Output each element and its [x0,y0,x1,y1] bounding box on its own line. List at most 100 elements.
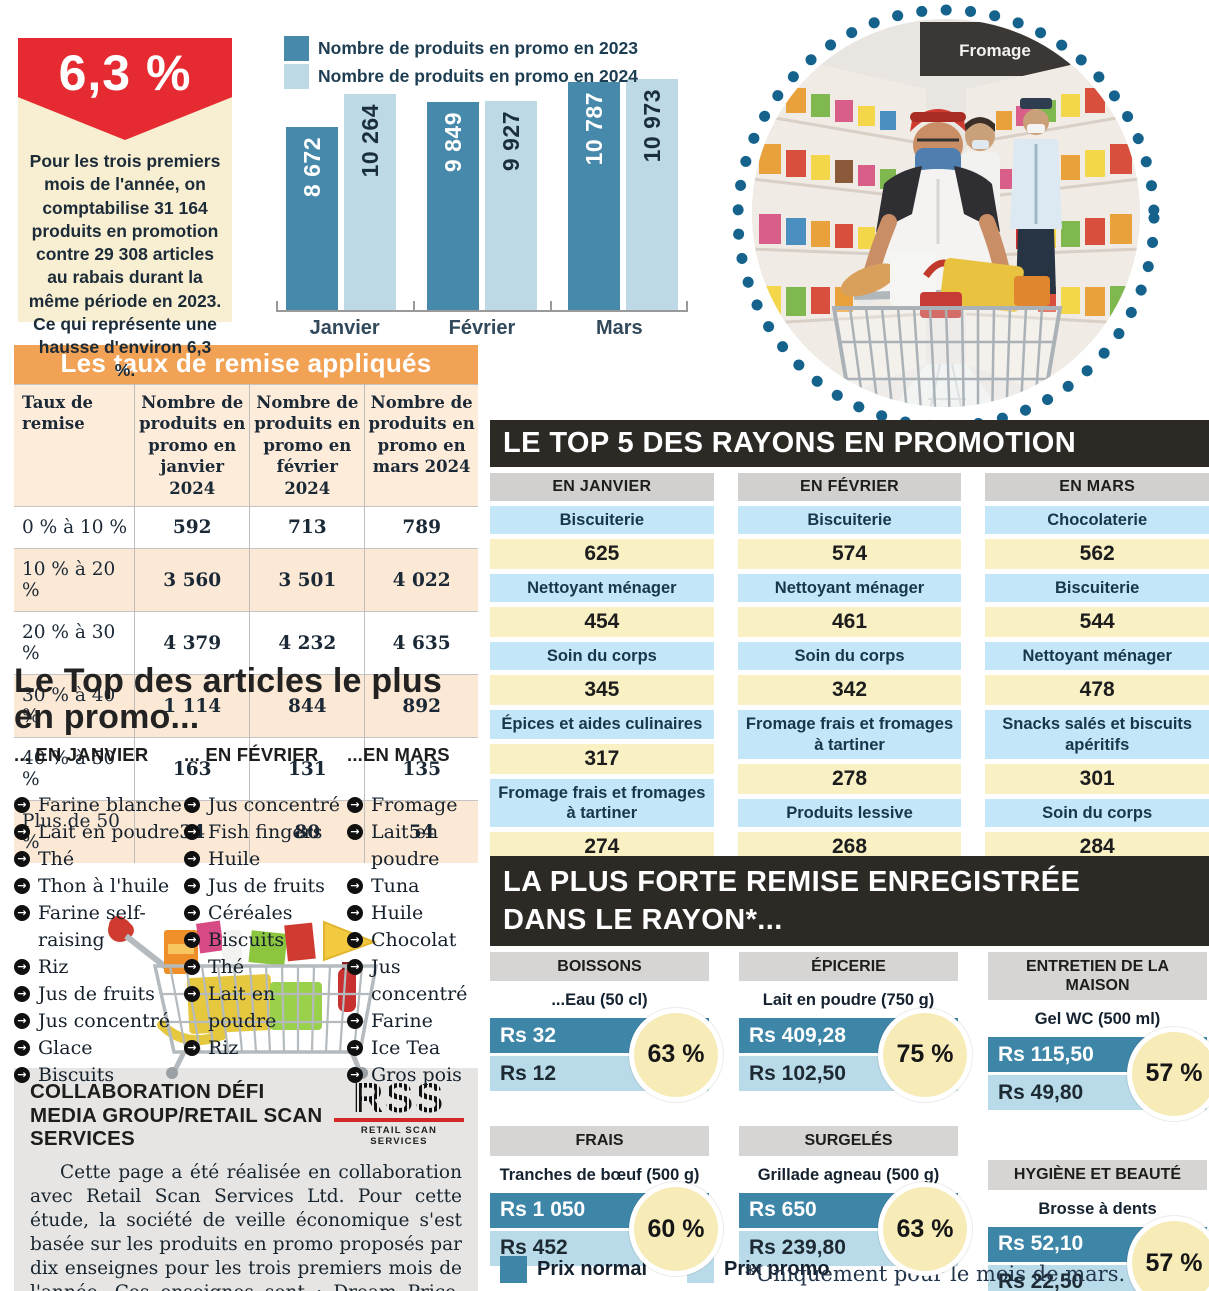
logo-caption: RETAIL SCAN SERVICES [360,1124,438,1147]
card-category: BOISSONS [490,952,709,982]
card-product: Brosse à dents [1038,1199,1157,1218]
top5-section-title: LE TOP 5 DES RAYONS EN PROMOTION [490,420,1209,467]
arrow-bullet-icon: → [14,850,30,867]
dotted-ring [732,4,1160,432]
arrow-bullet-icon: → [14,823,30,840]
item-label: Jus de fruits [38,982,155,1005]
cell: 131 [249,737,365,801]
item-label: Jus concentré [371,955,468,1005]
list-item: → Jus concentré [184,792,347,819]
bar-group-mars: 10 787 10 973 [568,79,678,310]
photo-sign-text: Fromage [959,41,1031,60]
arrow-bullet-icon: → [14,904,30,921]
discount-circle-badge: 75 % [878,1007,972,1102]
rayon-value: 345 [490,675,714,706]
list-item: → Glace [14,1035,184,1062]
bar-value-label: 10 973 [638,89,665,163]
item-label: Chocolat [371,928,457,951]
card-product: Gel WC (500 ml) [1034,1010,1161,1029]
list-item: → Huile [184,846,347,873]
list-item: → Thé [14,846,184,873]
card-category: SURGELÉS [739,1126,958,1156]
list-item: → Riz [14,954,184,981]
chart-plot-area: 8 672 10 264 9 849 9 927 10 787 10 973 [276,79,688,312]
arrow-bullet-icon: → [184,877,200,894]
rayon-label: Soin du corps [737,642,962,671]
bar-value-label: 10 264 [356,104,383,178]
top-articles-title: Le Top des articles le plus en promo... [14,663,442,736]
shopping-cart-illustration [100,910,410,1085]
table-row: 20 % à 30 % 4 379 4 232 4 635 [14,611,478,675]
item-label: Gros pois [371,1063,462,1086]
cell: 4 232 [249,611,365,675]
item-label: Farine [371,1009,433,1032]
title-line: LA PLUS FORTE REMISE ENREGISTRÉE [503,866,1081,898]
item-label: Farine blanche [38,794,182,816]
highlight-badge: 6,3 % Pour les trois premiers mois de l'… [18,38,232,380]
item-label: Biscuits [208,928,285,951]
arrow-bullet-icon: → [184,1039,200,1056]
arrow-bullet-icon: → [347,904,363,921]
price-legend: Prix normal Prix promo [500,1256,830,1283]
item-label: Thon à l'huile [38,874,170,897]
list-item: → Riz [184,1035,347,1062]
arrow-bullet-icon: → [347,1012,363,1029]
list-header: ...EN MARS [347,744,450,765]
card-category: HYGIÈNE ET BEAUTÉ [988,1160,1207,1190]
arrow-bullet-icon: → [184,797,200,813]
top5-column-fevrier: EN FÉVRIER Biscuiterie 574 Nettoyant mén… [737,473,962,862]
cell: 1 114 [134,674,250,738]
rayon-value: 625 [490,539,714,570]
table-row: 40 % à 50 % 163 131 135 [14,737,478,801]
item-label: Fish fingers [208,820,323,843]
chart-legend: Nombre de produits en promo en 2023 Nomb… [284,36,638,89]
rss-barcode-logo-icon: RSS [334,1077,464,1119]
list-item: → Gros pois [347,1062,488,1089]
cell: 4 022 [364,548,478,612]
title-line: en promo... [14,697,200,736]
collaboration-box: COLLABORATION DÉFI MEDIA GROUP/RETAIL SC… [14,1068,478,1291]
card-product: Tranches de bœuf (500 g) [499,1165,700,1184]
item-label: Tuna [371,874,420,897]
list-item: → Farine self-raising [14,900,184,954]
axis-tick [550,301,553,310]
item-label: Céréales [208,901,293,924]
logo-red-rule [334,1117,464,1122]
col-header: Taux de remise [14,384,135,507]
arrow-bullet-icon: → [14,877,30,894]
table-header-row: Taux de remise Nombre de produits en pro… [14,384,478,507]
rayon-label: Produits lessive [737,798,962,827]
arrow-bullet-icon: → [347,1066,363,1083]
remise-section-title: LA PLUS FORTE REMISE ENREGISTRÉE DANS LE… [490,856,1209,946]
collaboration-title: COLLABORATION DÉFI MEDIA GROUP/RETAIL SC… [30,1080,323,1151]
police-officer [1010,98,1062,294]
rayon-value: 574 [737,539,962,570]
table-row: 30 % à 40 % 1 114 844 892 [14,674,478,738]
col-header: Nombre de produits en promo en janvier 2… [134,384,250,507]
item-label: Lait en poudre [208,982,277,1032]
list-item: → Jus concentré [14,1008,184,1035]
discount-circle-badge: 60 % [629,1182,723,1277]
articles-column-fevrier: ... EN FÉVRIER → Jus concentré → Fish fing… [184,744,347,1089]
discount-table: Taux de remise Nombre de produits en pro… [14,384,478,864]
remise-card-boissons: BOISSONS ...Eau (50 cl) Rs 32 Rs 12 63 % [490,952,723,1102]
cell: 3 560 [134,548,250,612]
rayon-value: 317 [490,743,714,774]
table-row: 10 % à 20 % 3 560 3 501 4 022 [14,548,478,612]
list-item: → Farine [347,1008,488,1035]
bar-value-label: 10 787 [580,92,607,166]
list-item: → Biscuits [14,1062,184,1089]
rayon-value: 461 [737,607,962,638]
column-header: EN JANVIER [490,473,714,501]
arrow-bullet-icon: → [347,958,363,975]
col-header: Nombre de produits en promo en février 2… [249,384,365,507]
cell: 4 379 [134,611,250,675]
list-item: → Jus de fruits [184,873,347,900]
cell: 30 % à 40 % [22,685,116,728]
rayon-label: Fromage frais et fromages à tartiner [490,778,714,827]
item-label: Farine self-raising [38,901,146,951]
arrow-bullet-icon: → [14,797,30,813]
discount-table-section: Les taux de remise appliqués Taux de rem… [14,345,478,864]
promo-bar-chart: Nombre de produits en promo en 2023 Nomb… [270,28,694,340]
arrow-bullet-icon: → [184,850,200,867]
